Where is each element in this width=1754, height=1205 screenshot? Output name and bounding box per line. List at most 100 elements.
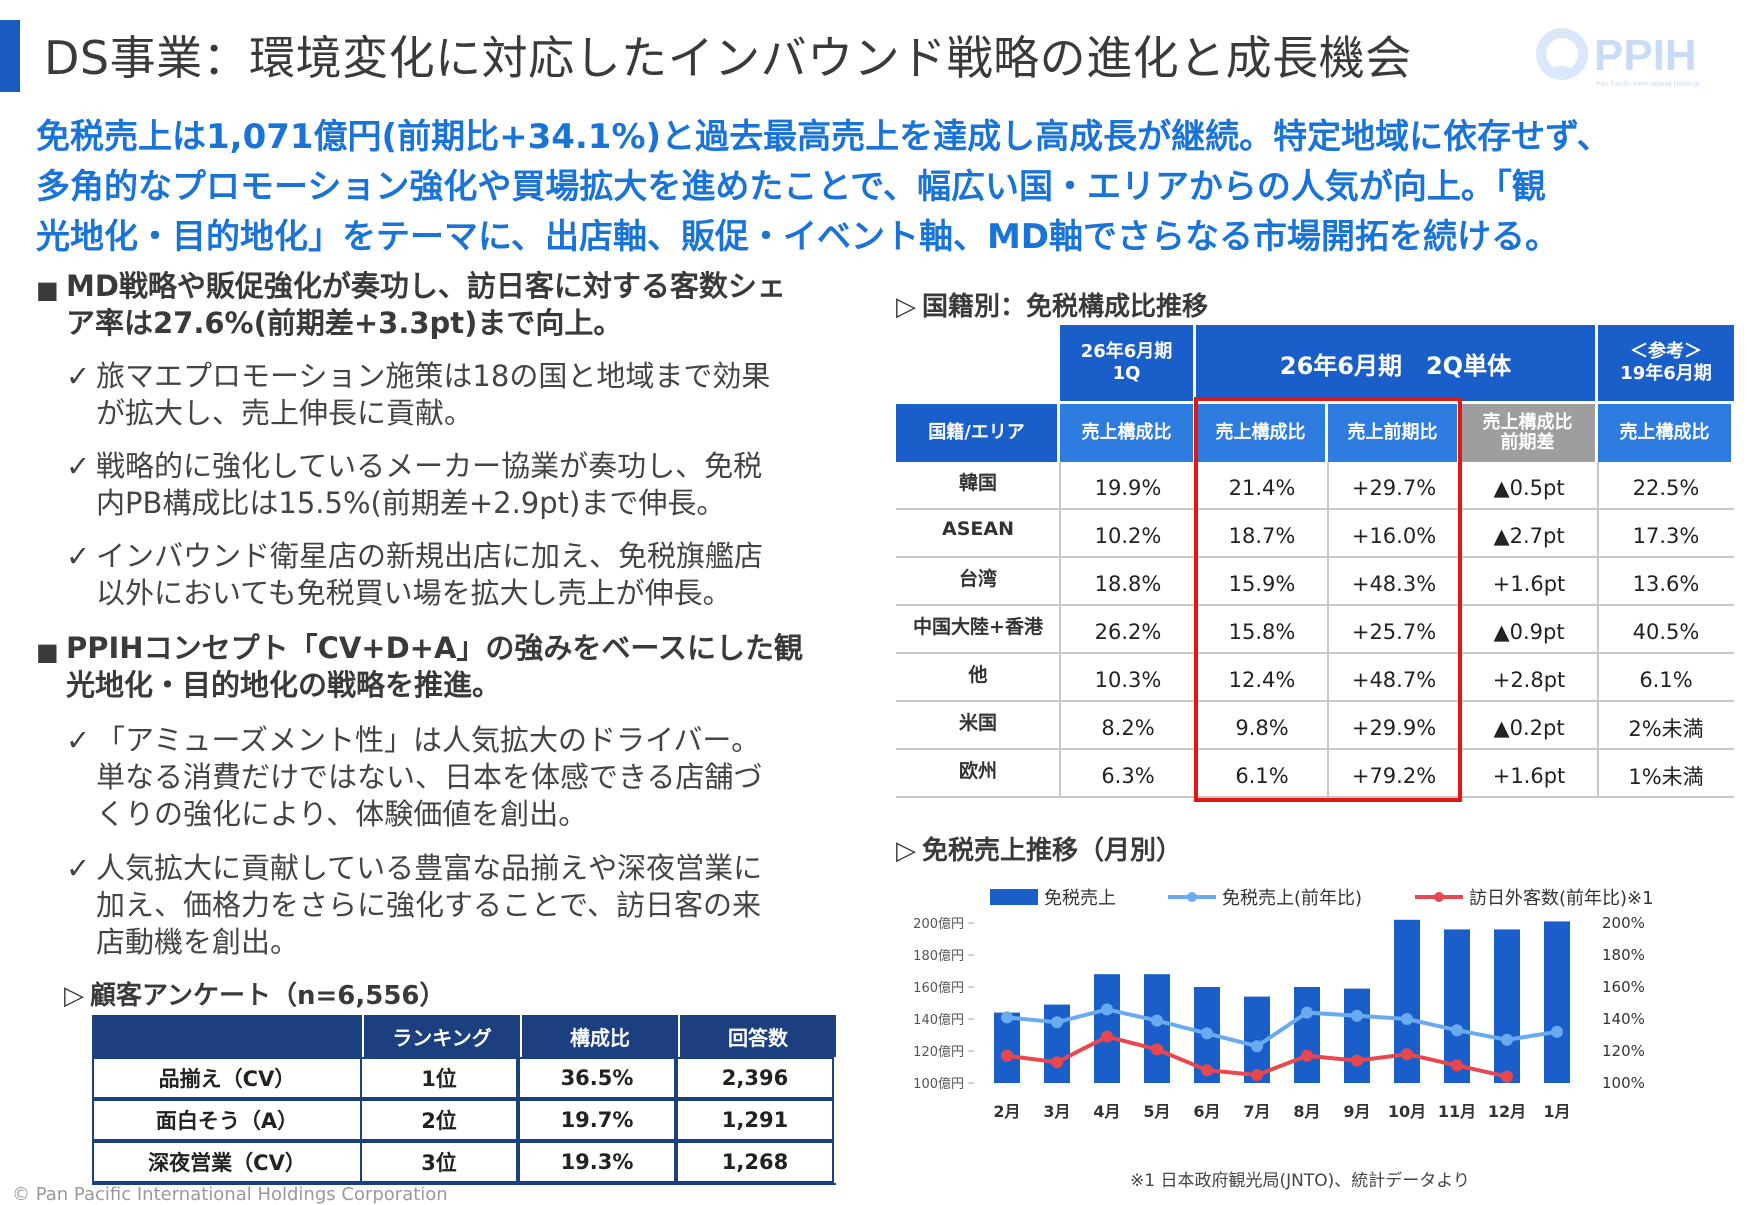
nationality-title: ▷ 国籍別：免税構成比推移 bbox=[896, 286, 1208, 323]
survey-row-label: 面白そう（A） bbox=[92, 1099, 362, 1141]
header-ref-line: ＜参考＞ bbox=[1630, 341, 1702, 362]
table-divider bbox=[1327, 462, 1329, 798]
checkmark-icon: ✓ bbox=[66, 851, 91, 885]
x-tick-label: 11月 bbox=[1438, 1102, 1476, 1121]
bar bbox=[1344, 988, 1370, 1083]
series-point bbox=[1401, 1048, 1413, 1061]
check-line: が拡大し、売上伸長に貢献。 bbox=[96, 396, 474, 430]
copyright: © Pan Pacific International Holdings Cor… bbox=[12, 1184, 448, 1205]
bullet-line: ア率は27.6%(前期差+3.3pt)まで向上。 bbox=[66, 306, 623, 340]
column-header: 国籍/エリア bbox=[896, 404, 1057, 462]
nationality-row-label: ASEAN bbox=[896, 510, 1060, 558]
bullet-line: 光地化・目的地化の戦略を推進。 bbox=[66, 668, 502, 702]
series-line bbox=[1006, 1007, 1558, 1049]
survey-row-label: 品揃え（CV） bbox=[92, 1057, 362, 1099]
column-header-line: 国籍/エリア bbox=[928, 422, 1025, 443]
survey-cell: 19.7% bbox=[518, 1099, 676, 1141]
header-ref: ＜参考＞ 19年6月期 bbox=[1598, 325, 1734, 401]
checkmark-icon: ✓ bbox=[66, 359, 91, 393]
square-bullet-icon: ■ bbox=[36, 276, 59, 304]
nationality-cell: 19.9% bbox=[1060, 462, 1196, 510]
survey-cell: 2,396 bbox=[676, 1057, 834, 1099]
series-point bbox=[1501, 1070, 1513, 1083]
y-left-tick-label: 100億円 bbox=[913, 1076, 964, 1092]
highlight-box bbox=[1194, 397, 1462, 802]
nationality-cell: 40.5% bbox=[1598, 606, 1734, 654]
y-right-tick-label: 180% bbox=[1602, 946, 1645, 964]
nationality-cell: +25.7% bbox=[1328, 606, 1460, 654]
checkmark-icon: ✓ bbox=[66, 449, 91, 483]
nationality-cell: 15.8% bbox=[1196, 606, 1328, 654]
header-q1-line: 26年6月期 bbox=[1080, 341, 1173, 362]
legend-bar-swatch bbox=[990, 889, 1038, 905]
nationality-cell: +29.9% bbox=[1328, 702, 1460, 750]
table-divider bbox=[1059, 462, 1061, 798]
y-left-tick-label: 200億円 bbox=[913, 916, 964, 932]
nationality-cell: 2%未満 bbox=[1598, 702, 1734, 750]
series-point bbox=[1501, 1033, 1513, 1046]
bar bbox=[1494, 929, 1520, 1083]
nationality-cell: 15.9% bbox=[1196, 558, 1328, 606]
triangle-icon: ▷ bbox=[896, 836, 916, 866]
nationality-row-label: 他 bbox=[896, 654, 1060, 702]
survey-title-text: 顧客アンケート（n=6,556） bbox=[90, 981, 446, 1011]
column-header-line: 前期差 bbox=[1500, 432, 1555, 453]
survey-cell: 36.5% bbox=[518, 1057, 676, 1099]
bar bbox=[1144, 974, 1170, 1083]
nationality-row-label: 中国大陸+香港 bbox=[896, 606, 1060, 654]
nationality-table: 26年6月期 1Q 26年6月期 2Q単体 ＜参考＞ 19年6月期国籍/エリア 売上構成比… bbox=[896, 325, 1734, 802]
series-point bbox=[1251, 1040, 1263, 1053]
survey-header-cell: ランキング bbox=[362, 1015, 520, 1057]
survey-row-label: 深夜営業（CV） bbox=[92, 1141, 362, 1183]
legend-label: 免税売上(前年比) bbox=[1222, 888, 1363, 909]
y-right-tick-label: 100% bbox=[1602, 1074, 1645, 1092]
nationality-cell: 6.1% bbox=[1196, 750, 1328, 798]
check-line: 店動機を創出。 bbox=[96, 925, 300, 959]
nationality-cell: 12.4% bbox=[1196, 654, 1328, 702]
legend-line-swatch bbox=[1415, 892, 1463, 902]
series-point bbox=[1351, 1009, 1363, 1022]
header-q2: 26年6月期 2Q単体 bbox=[1196, 325, 1595, 401]
page-title: DS事業：環境変化に対応したインバウンド戦略の進化と成長機会 bbox=[44, 31, 1412, 85]
column-header-line: 売上構成比 bbox=[1215, 422, 1306, 443]
nationality-row-label: 韓国 bbox=[896, 462, 1060, 510]
nationality-cell: ▲0.9pt bbox=[1460, 606, 1598, 654]
x-tick-label: 1月 bbox=[1543, 1102, 1570, 1121]
survey-cell: 1,268 bbox=[676, 1141, 834, 1183]
survey-cell: 2位 bbox=[360, 1099, 518, 1141]
bar bbox=[1544, 921, 1570, 1083]
check-line: 「アミューズメント性」は人気拡大のドライバー。 bbox=[96, 723, 761, 757]
series-point bbox=[1451, 1024, 1463, 1037]
lead-summary: 免税売上は1,071億円(前期比+34.1%)と過去最高売上を達成し高成長が継続… bbox=[36, 112, 1726, 262]
y-right-tick-label: 200% bbox=[1602, 914, 1645, 932]
nationality-cell: +2.8pt bbox=[1460, 654, 1598, 702]
legend-label: 訪日外客数(前年比)※1 bbox=[1469, 888, 1654, 909]
nationality-cell: 6.3% bbox=[1060, 750, 1196, 798]
bar bbox=[1444, 929, 1470, 1083]
check-line: 単なる消費だけではない、日本を体感できる店舗づ bbox=[96, 760, 763, 794]
lead-line: 光地化・目的地化」をテーマに、出店軸、販促・イベント軸、MD軸でさらなる市場開拓… bbox=[36, 217, 1560, 257]
series-point bbox=[1001, 1011, 1013, 1024]
nationality-cell: ▲2.7pt bbox=[1460, 510, 1598, 558]
y-left-tick-label: 120億円 bbox=[913, 1044, 964, 1060]
header-q1-line: 1Q bbox=[1112, 363, 1141, 384]
nationality-cell: 21.4% bbox=[1196, 462, 1328, 510]
y-right-tick-label: 160% bbox=[1602, 978, 1645, 996]
series-point bbox=[1451, 1059, 1463, 1072]
triangle-icon: ▷ bbox=[896, 292, 916, 322]
nationality-cell: ▲0.2pt bbox=[1460, 702, 1598, 750]
check-line: 人気拡大に貢献している豊富な品揃えや深夜営業に bbox=[96, 851, 763, 885]
nationality-cell: 18.8% bbox=[1060, 558, 1196, 606]
nationality-cell: 26.2% bbox=[1060, 606, 1196, 654]
bullet-line: PPIHコンセプト「CV+D+A」の強みをベースにした観 bbox=[66, 631, 803, 665]
check-item: ✓ 戦略的に強化しているメーカー協業が奏功し、免税 内PB構成比は15.5%(前期… bbox=[66, 448, 846, 524]
nationality-row-label: 米国 bbox=[896, 702, 1060, 750]
y-left-tick-label: 160億円 bbox=[913, 980, 964, 996]
series-point bbox=[1051, 1016, 1063, 1029]
nationality-cell: 22.5% bbox=[1598, 462, 1734, 510]
x-tick-label: 4月 bbox=[1093, 1102, 1120, 1121]
check-line: 旅マエプロモーション施策は18の国と地域まで効果 bbox=[96, 359, 771, 393]
bullet-ppih-concept: ■ PPIHコンセプト「CV+D+A」の強みをベースにした観 光地化・目的地化の… bbox=[36, 630, 856, 706]
x-tick-label: 3月 bbox=[1043, 1102, 1070, 1121]
square-bullet-icon: ■ bbox=[36, 638, 59, 666]
